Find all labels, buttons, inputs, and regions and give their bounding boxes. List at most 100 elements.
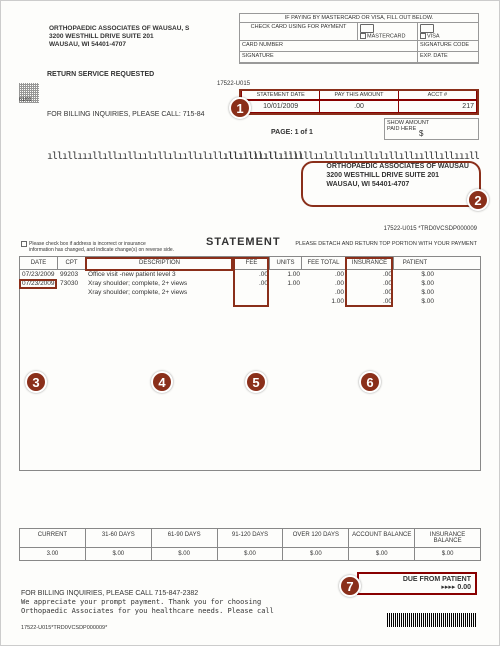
- col-units: UNITS: [270, 257, 302, 269]
- page-indicator: PAGE: 1 of 1: [271, 129, 313, 136]
- aging-value-cell: $.00: [152, 548, 218, 560]
- callout-6: 6: [359, 371, 381, 393]
- cell-desc: Xray shoulder; complete, 2+ views: [86, 279, 234, 288]
- col-date: DATE: [20, 257, 58, 269]
- cell-units: [270, 288, 302, 297]
- callout-2: 2: [467, 189, 489, 211]
- payment-box: IF PAYING BY MASTERCARD OR VISA, FILL OU…: [239, 13, 479, 64]
- callout-5: 5: [245, 371, 267, 393]
- checkbox-icon[interactable]: [21, 241, 27, 247]
- signature-field[interactable]: SIGNATURE: [240, 52, 418, 62]
- aging-value-cell: 3.00: [20, 548, 86, 560]
- cell-cpt: 99203: [58, 270, 86, 279]
- footer-tracking: 17522-U015*TRD0VCSDP000009*: [21, 625, 107, 631]
- sig-code-field[interactable]: SIGNATURE CODE: [418, 41, 478, 51]
- cell-date: [20, 288, 58, 297]
- stmt-date-label: STATEMENT DATE: [242, 91, 320, 99]
- col-fee: FEE: [234, 257, 270, 269]
- cell-fee: [234, 297, 270, 306]
- due-value: 0.00: [457, 584, 471, 591]
- statement-page: ORTHOPAEDIC ASSOCIATES OF WAUSAU, S 3200…: [0, 0, 500, 646]
- cell-desc: [86, 297, 234, 306]
- acct-value: 217: [399, 101, 476, 112]
- col-insurance: INSURANCE: [346, 257, 394, 269]
- visa-icon: [420, 24, 434, 33]
- cell-ins: .00: [346, 270, 394, 279]
- aging-header-cell: OVER 120 DAYS: [283, 529, 349, 547]
- callout-4: 4: [151, 371, 173, 393]
- cell-date: 07/23/2009: [20, 279, 58, 288]
- due-label: DUE FROM PATIENT: [363, 576, 471, 583]
- detach-instruction: PLEASE DETACH AND RETURN TOP PORTION WIT…: [295, 241, 477, 247]
- cell-pat: $.00: [394, 279, 436, 288]
- show-amount-paid[interactable]: SHOW AMOUNT PAID HERE $: [384, 118, 479, 140]
- callout-1: 1: [229, 97, 251, 119]
- aging-value-cell: $.00: [283, 548, 349, 560]
- col-fee-total: FEE TOTAL: [302, 257, 346, 269]
- aging-value-cell: $.00: [86, 548, 152, 560]
- callout-3: 3: [25, 371, 47, 393]
- cell-desc: Office visit -new patient level 3: [86, 270, 234, 279]
- cell-feet: .00: [302, 279, 346, 288]
- aging-header-cell: INSURANCE BALANCE: [415, 529, 480, 547]
- table-row: 1.00.00$.00: [20, 297, 480, 306]
- cell-fee: .00: [234, 279, 270, 288]
- footer-text: FOR BILLING INQUIRIES, PLEASE CALL 715-8…: [21, 590, 274, 615]
- aging-header-cell: CURRENT: [20, 529, 86, 547]
- col-description: DESCRIPTION: [86, 257, 234, 269]
- aging-header-cell: 91-120 DAYS: [218, 529, 284, 547]
- tracking-top: 17522-U015: [217, 81, 250, 87]
- barcode-large: [387, 613, 477, 627]
- cell-desc: Xray shoulder; complete, 2+ views: [86, 288, 234, 297]
- tracking-mid: 17522-U015 *TRD0VCSDP000009: [384, 226, 477, 232]
- visa-option[interactable]: VISA: [418, 23, 478, 40]
- acct-label: ACCT #: [399, 91, 476, 99]
- table-row: 07/23/200999203Office visit -new patient…: [20, 270, 480, 279]
- cell-date: 07/23/2009: [20, 270, 58, 279]
- cell-pat: $.00: [394, 288, 436, 297]
- aging-table: CURRENT31-60 DAYS61-90 DAYS91-120 DAYSOV…: [19, 528, 481, 561]
- cell-units: 1.00: [270, 279, 302, 288]
- provider-name: ORTHOPAEDIC ASSOCIATES OF WAUSAU, S: [49, 25, 189, 33]
- cell-cpt: [58, 297, 86, 306]
- cell-feet: 1.00: [302, 297, 346, 306]
- provider-line1: 3200 WESTHILL DRIVE SUITE 201: [49, 33, 189, 41]
- statement-title: STATEMENT: [206, 236, 281, 248]
- cell-pat: $.00: [394, 297, 436, 306]
- mail-to-address: ORTHOPAEDIC ASSOCIATES OF WAUSAU 3200 WE…: [326, 163, 469, 189]
- pay-amount-label: PAY THIS AMOUNT: [320, 91, 398, 99]
- exp-date-field[interactable]: EXP. DATE: [418, 52, 478, 62]
- callout-7: 7: [339, 575, 361, 597]
- aging-value-cell: $.00: [349, 548, 415, 560]
- due-from-patient-box: DUE FROM PATIENT ▸▸▸▸ 0.00: [357, 572, 477, 595]
- table-row: Xray shoulder; complete, 2+ views.00.00$…: [20, 288, 480, 297]
- cell-units: [270, 297, 302, 306]
- col-patient: PATIENT: [394, 257, 436, 269]
- cell-cpt: 73030: [58, 279, 86, 288]
- cell-date: [20, 297, 58, 306]
- provider-address: ORTHOPAEDIC ASSOCIATES OF WAUSAU, S 3200…: [49, 25, 189, 48]
- charges-table: DATE CPT DESCRIPTION FEE UNITS FEE TOTAL…: [19, 256, 481, 471]
- postnet-right: ıllıllıııllıllııllıılıllılııllılıllıllıı…: [223, 151, 479, 162]
- aging-values: 3.00$.00$.00$.00$.00$.00$.00: [20, 548, 480, 560]
- small-code: 61/01: [19, 97, 32, 103]
- stmt-date-value: 10/01/2009: [242, 101, 320, 112]
- mastercard-option[interactable]: MASTERCARD: [358, 23, 418, 40]
- statement-summary-box: STATEMENT DATE PAY THIS AMOUNT ACCT # 10…: [239, 89, 479, 115]
- billing-phone-top: FOR BILLING INQUIRIES, PLEASE CALL: 715-…: [47, 111, 205, 118]
- aging-value-cell: $.00: [415, 548, 480, 560]
- cell-fee: [234, 288, 270, 297]
- cell-fee: .00: [234, 270, 270, 279]
- cell-ins: .00: [346, 279, 394, 288]
- aging-header: CURRENT31-60 DAYS61-90 DAYS91-120 DAYSOV…: [20, 529, 480, 548]
- mastercard-icon: [360, 24, 374, 33]
- col-cpt: CPT: [58, 257, 86, 269]
- cell-ins: .00: [346, 297, 394, 306]
- address-change-checkbox[interactable]: Please check box if address is incorrect…: [21, 241, 174, 253]
- table-body: 07/23/200999203Office visit -new patient…: [20, 270, 480, 470]
- card-number-field[interactable]: CARD NUMBER: [240, 41, 418, 51]
- cell-ins: .00: [346, 288, 394, 297]
- cell-feet: .00: [302, 288, 346, 297]
- return-service: RETURN SERVICE REQUESTED: [47, 71, 154, 78]
- aging-header-cell: ACCOUNT BALANCE: [349, 529, 415, 547]
